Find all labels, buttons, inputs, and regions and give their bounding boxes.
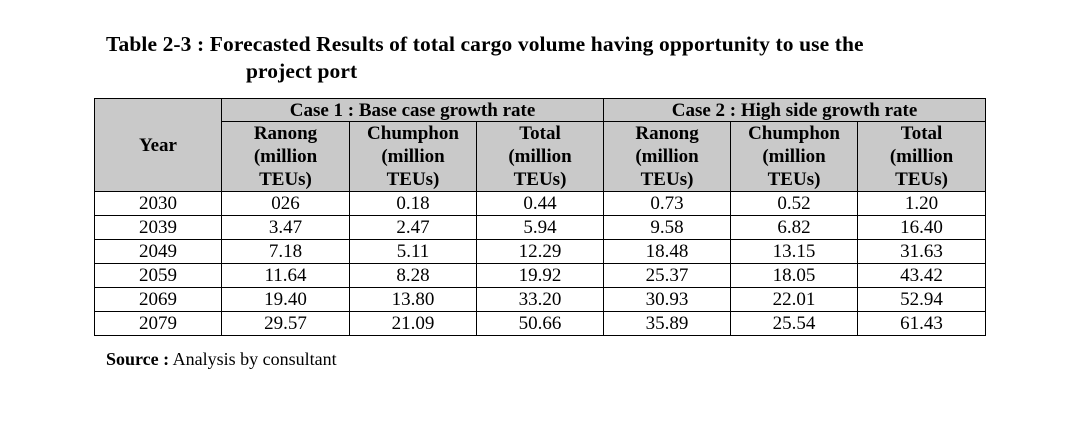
table-cell: 13.15 [730,239,859,264]
year-header: Year [94,98,222,192]
header-line: Chumphon [748,123,840,144]
table-row: 2059 11.64 8.28 19.92 25.37 18.05 43.42 [94,263,987,288]
header-line: (million [508,146,572,167]
table-cell: 0.18 [349,191,477,216]
source-label: Source : [106,349,170,369]
table-cell: 11.64 [221,263,350,288]
table-cell: 29.57 [221,311,350,336]
year-cell: 2049 [94,239,222,264]
table-cell: 61.43 [857,311,987,336]
table-cell: 19.40 [221,287,350,312]
case-2-header: Case 2 : High side growth rate [603,98,987,122]
table-row: 2030 026 0.18 0.44 0.73 0.52 1.20 [94,191,987,216]
table-cell: 25.54 [730,311,859,336]
table-cell: 0.73 [603,191,732,216]
table-cell: 026 [221,191,350,216]
group-header-row: Year Case 1 : Base case growth rate Case… [94,98,987,192]
table-cell: 0.52 [730,191,859,216]
header-line: Total [900,123,943,144]
table-cell: 3.47 [221,215,350,240]
header-line: (million [635,146,699,167]
table-cell: 16.40 [857,215,987,240]
table-cell: 43.42 [857,263,987,288]
case-1-header: Case 1 : Base case growth rate [220,98,605,122]
year-cell: 2030 [94,191,222,216]
source-text: Analysis by consultant [169,349,337,369]
table-cell: 52.94 [857,287,987,312]
case-1-chumphon-header: Chumphon (million TEUs) [349,121,477,192]
case-1-total-header: Total (million TEUs) [475,121,605,192]
table-cell: 12.29 [475,239,605,264]
header-line: Total [519,123,561,144]
table-cell: 18.48 [603,239,732,264]
case-2-total-header: Total (million TEUs) [857,121,987,192]
table-cell: 18.05 [730,263,859,288]
table-cell: 2.47 [349,215,477,240]
table-cell: 5.11 [349,239,477,264]
source-note: Source : Analysis by consultant [106,348,337,370]
table-caption: Table 2-3 : Forecasted Results of total … [106,31,1006,85]
header-line: TEUs) [513,169,567,190]
table-cell: 1.20 [857,191,987,216]
table-cell: 30.93 [603,287,732,312]
table-cell: 22.01 [730,287,859,312]
forecast-table: Year Case 1 : Base case growth rate Case… [94,98,987,336]
year-cell: 2079 [94,311,222,336]
table-cell: 21.09 [349,311,477,336]
header-line: TEUs) [640,169,694,190]
table-cell: 5.94 [475,215,605,240]
header-line: (million [762,146,826,167]
table-row: 2079 29.57 21.09 50.66 35.89 25.54 61.43 [94,311,987,336]
header-line: TEUs) [767,169,821,190]
table-row: 2039 3.47 2.47 5.94 9.58 6.82 16.40 [94,215,987,240]
table-cell: 50.66 [475,311,605,336]
table-cell: 31.63 [857,239,987,264]
caption-line-1: Table 2-3 : Forecasted Results of total … [106,32,864,56]
header-line: (million [889,146,954,167]
table-cell: 35.89 [603,311,732,336]
sub-header-row: Ranong (million TEUs) Chumphon (million … [95,121,987,192]
header-line: TEUs) [386,169,440,190]
header-line: Ranong [635,123,699,144]
table-cell: 33.20 [475,287,605,312]
header-line: (million [381,146,445,167]
header-line: Chumphon [367,123,459,144]
header-line: (million [253,146,318,167]
year-cell: 2039 [94,215,222,240]
table-cell: 9.58 [603,215,732,240]
table-cell: 25.37 [603,263,732,288]
table-cell: 7.18 [221,239,350,264]
table-row: 2069 19.40 13.80 33.20 30.93 22.01 52.94 [94,287,987,312]
case-2-chumphon-header: Chumphon (million TEUs) [730,121,859,192]
table-cell: 8.28 [349,263,477,288]
year-cell: 2069 [94,287,222,312]
table-cell: 13.80 [349,287,477,312]
year-cell: 2059 [94,263,222,288]
table-cell: 0.44 [475,191,605,216]
table-cell: 6.82 [730,215,859,240]
header-line: TEUs) [259,169,312,190]
table-row: 2049 7.18 5.11 12.29 18.48 13.15 31.63 [94,239,987,264]
case-1-ranong-header: Ranong (million TEUs) [221,121,350,192]
caption-line-2: project port [246,59,358,83]
case-2-ranong-header: Ranong (million TEUs) [603,121,732,192]
header-line: TEUs) [895,169,948,190]
header-line: Ranong [253,123,318,144]
table-cell: 19.92 [475,263,605,288]
